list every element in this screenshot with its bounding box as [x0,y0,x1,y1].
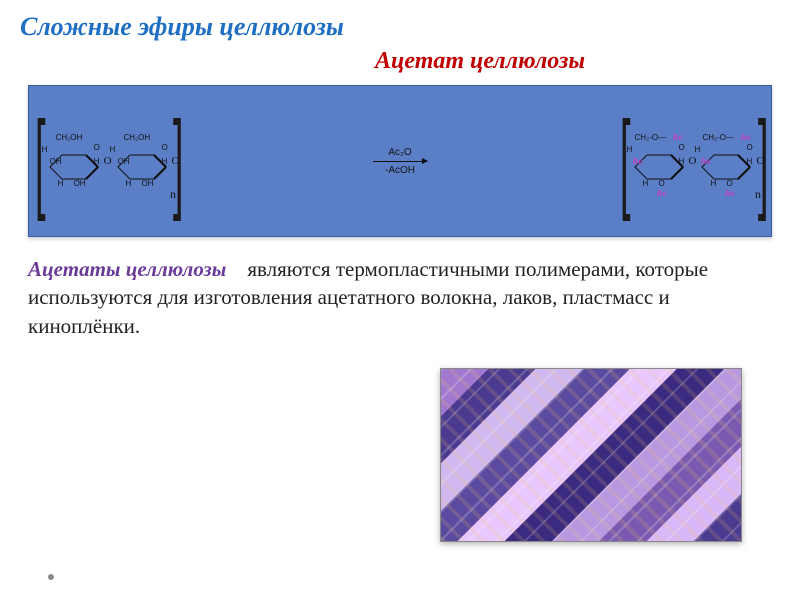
body-paragraph: Ацетаты целлюлозы являются термопластичн… [0,237,800,340]
glucose-ring-2: CH₂OH O H OH H OH H [112,135,172,187]
reaction-arrow: Ac₂O -AcOH [373,147,427,176]
label-o2: O [659,179,665,188]
body-lead: Ацетаты целлюлозы [28,257,226,281]
o-linker-1: O [104,155,112,167]
subtitle: Ацетат целлюлозы [0,48,800,75]
o-linker-3: O [689,155,697,167]
label-o2: O [726,179,732,188]
bullet-decor [48,574,54,580]
label-h2: H [643,179,649,188]
label-ch2oh: CH₂OH [56,133,83,142]
label-ac-left: Ac [700,157,710,166]
label-h3: H [162,157,168,166]
product-group: [ CH₂-O— Ac O H Ac H O Ac H O CH₂-O— Ac … [624,106,761,216]
reaction-diagram: [ CH₂OH O H OH H OH H O CH₂OH O H OH H O… [28,85,772,237]
label-h2: H [58,179,64,188]
label-ch2oh: CH₂OH [124,133,151,142]
label-ac-top: Ac [673,133,683,142]
label-h2: H [126,179,132,188]
right-bracket-close: ] [758,106,769,216]
arrow-line [373,161,427,162]
acetyl-ring-2: CH₂-O— Ac O H Ac H O Ac H [696,135,756,187]
label-ac-top: Ac [740,133,750,142]
label-ch2o: CH₂-O— [702,133,734,142]
label-h3: H [94,157,100,166]
label-oh: OH [50,157,62,166]
glucose-ring-1: CH₂OH O H OH H OH H [44,135,104,187]
label-ch2o: CH₂-O— [635,133,667,142]
label-o: O [746,143,752,152]
fabric-image [440,368,742,542]
label-h3: H [679,157,685,166]
arrow-below: -AcOH [385,165,415,176]
main-title: Сложные эфиры целлюлозы [0,0,800,42]
label-o: O [679,143,685,152]
label-oh: OH [118,157,130,166]
label-ac-bot: Ac [657,189,667,198]
label-o: O [94,143,100,152]
label-h3: H [746,157,752,166]
label-oh2: OH [142,179,154,188]
label-h: H [627,145,633,154]
label-h: H [694,145,700,154]
label-h2: H [710,179,716,188]
label-ac-bot: Ac [724,189,734,198]
left-bracket-close: ] [173,106,184,216]
label-oh2: OH [74,179,86,188]
reactant-group: [ CH₂OH O H OH H OH H O CH₂OH O H OH H O… [39,106,176,216]
label-ac-left: Ac [633,157,643,166]
label-h: H [110,145,116,154]
label-o: O [162,143,168,152]
arrow-above: Ac₂O [388,147,411,158]
acetyl-ring-1: CH₂-O— Ac O H Ac H O Ac H [629,135,689,187]
label-h: H [42,145,48,154]
